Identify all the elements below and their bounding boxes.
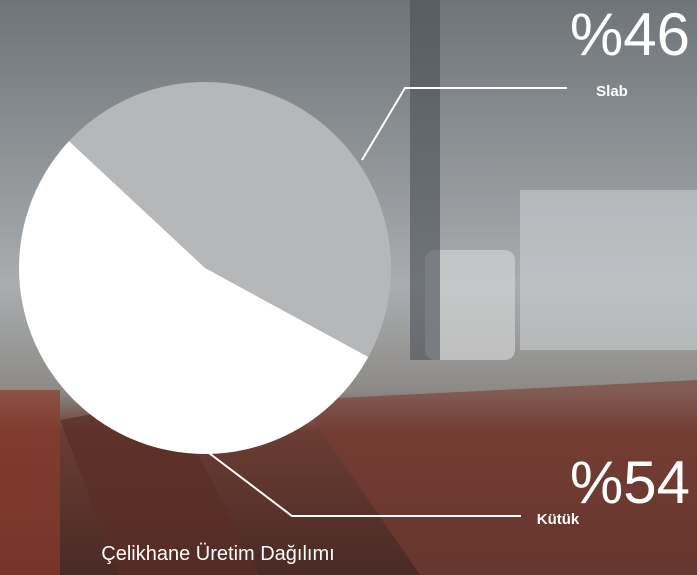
value-label: %46 <box>570 1 690 68</box>
value-label: %54 <box>570 449 690 516</box>
chart-title: Çelikhane Üretim Dağılımı <box>101 543 334 565</box>
pie-slice <box>68 81 392 358</box>
leader-line <box>361 87 567 161</box>
leader-line <box>204 449 521 517</box>
pie <box>19 81 392 454</box>
pie-slice <box>19 141 369 454</box>
category-label: Kütük <box>537 511 580 528</box>
category-label: Slab <box>596 83 628 100</box>
